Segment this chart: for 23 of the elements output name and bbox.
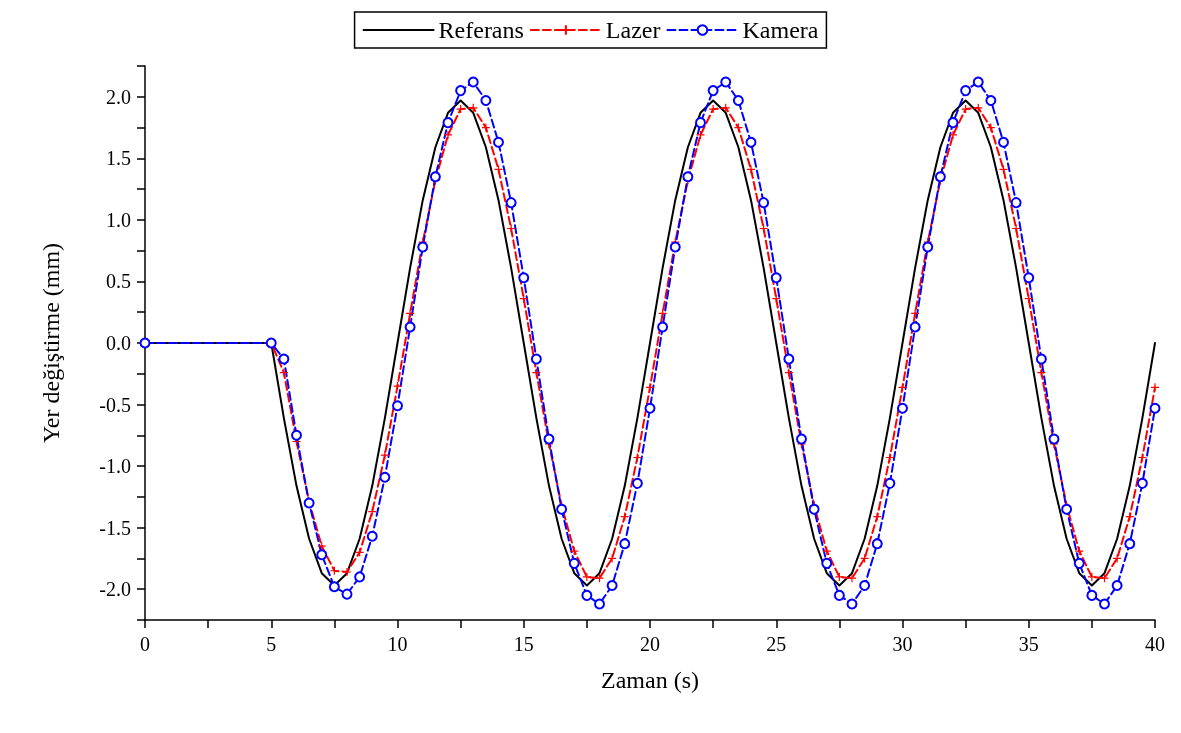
y-tick-label: 0.0 <box>106 332 131 354</box>
x-axis-title: Zaman (s) <box>601 667 699 693</box>
x-tick-label: 0 <box>140 633 150 655</box>
legend-label: Referans <box>438 17 524 43</box>
legend-label: Kamera <box>742 17 819 43</box>
x-tick-label: 25 <box>766 633 787 655</box>
y-axis-title: Yer değiştirme (mm) <box>38 242 64 444</box>
x-tick-label: 20 <box>640 633 660 655</box>
x-tick-label: 15 <box>513 633 534 655</box>
y-tick-label: -1.0 <box>99 455 131 478</box>
x-tick-label: 40 <box>1145 633 1165 655</box>
y-tick-label: -1.5 <box>99 516 131 539</box>
y-tick-label: -0.5 <box>99 393 131 416</box>
y-tick-label: -2.0 <box>99 578 131 601</box>
y-tick-label: 0.5 <box>106 270 131 293</box>
x-tick-label: 5 <box>266 633 277 655</box>
y-tick-label: 1.5 <box>106 147 131 170</box>
x-tick-label: 10 <box>387 633 408 655</box>
x-tick-label: 35 <box>1018 633 1039 655</box>
x-tick-label: 30 <box>892 633 913 655</box>
y-tick-label: 2.0 <box>106 85 131 108</box>
legend-label: Lazer <box>605 17 661 43</box>
y-tick-label: 1.0 <box>106 208 131 231</box>
